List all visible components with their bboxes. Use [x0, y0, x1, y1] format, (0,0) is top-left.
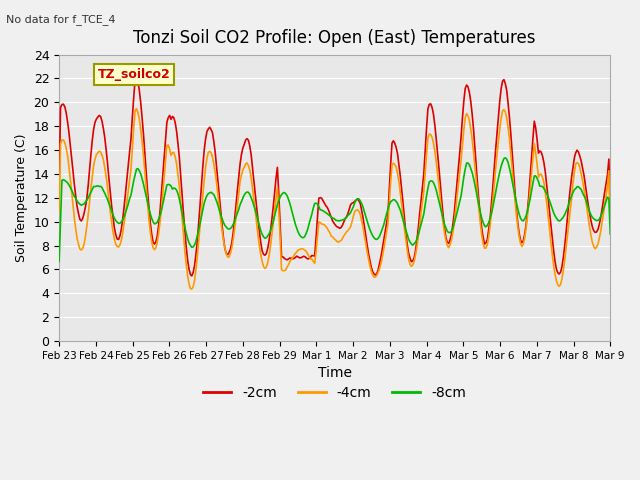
Text: TZ_soilco2: TZ_soilco2: [98, 68, 170, 81]
Y-axis label: Soil Temperature (C): Soil Temperature (C): [15, 133, 28, 262]
Legend: -2cm, -4cm, -8cm: -2cm, -4cm, -8cm: [198, 381, 472, 406]
X-axis label: Time: Time: [317, 366, 352, 381]
Title: Tonzi Soil CO2 Profile: Open (East) Temperatures: Tonzi Soil CO2 Profile: Open (East) Temp…: [134, 29, 536, 48]
Text: No data for f_TCE_4: No data for f_TCE_4: [6, 14, 116, 25]
